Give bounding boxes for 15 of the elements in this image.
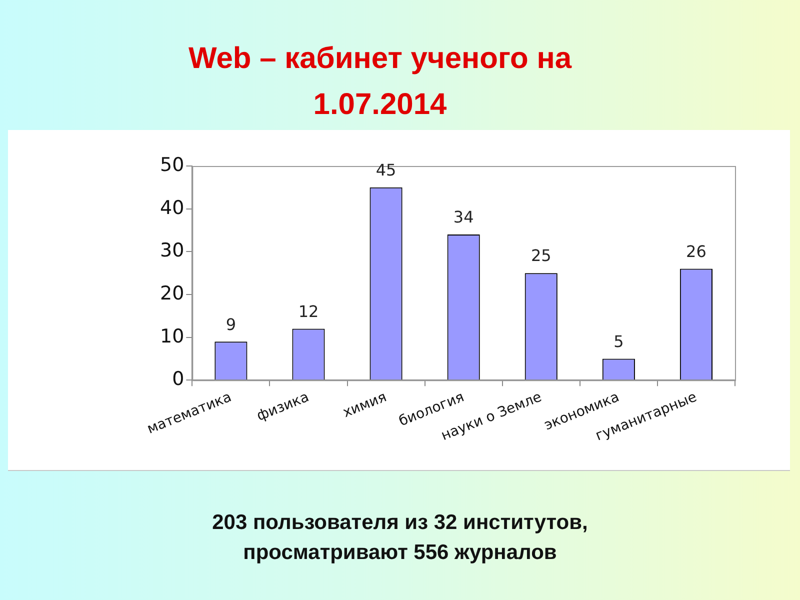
- text: 203 пользователя из 32 институтов, просматривают 556 журналов: [211, 510, 589, 566]
- y-tick-label: 50: [160, 154, 184, 176]
- data-label: 26: [686, 242, 706, 261]
- data-label: 9: [226, 314, 236, 334]
- data-label: 34: [453, 208, 474, 227]
- data-label: 45: [376, 160, 396, 180]
- chart-title: Web – кабинет ученого на 1.07.2014: [187, 41, 573, 123]
- y-tick-label: 40: [160, 196, 184, 219]
- y-tick-label: 10: [160, 325, 184, 348]
- data-label: 12: [298, 302, 319, 321]
- y-tick-label: 30: [160, 240, 184, 262]
- data-label: 25: [530, 246, 552, 266]
- data-label: 5: [614, 332, 624, 351]
- y-tick-label: 0: [172, 368, 184, 390]
- y-tick-label: 20: [160, 282, 184, 304]
